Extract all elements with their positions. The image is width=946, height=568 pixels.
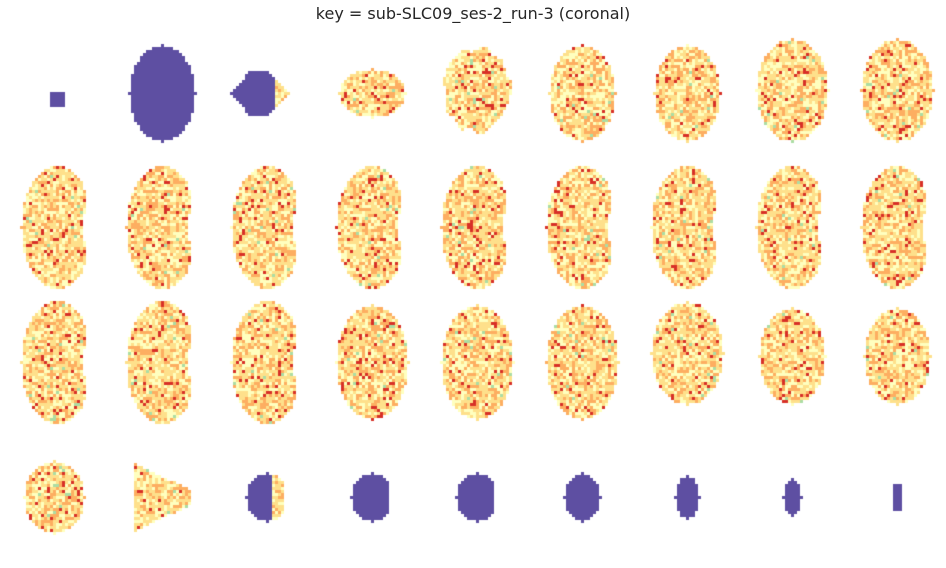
slice-image (740, 35, 845, 165)
slice-panel-14 (425, 163, 530, 293)
slice-panel-31 (320, 433, 425, 563)
slice-image (845, 298, 946, 428)
slice-image (110, 35, 215, 165)
slice-panel-18 (845, 163, 946, 293)
slice-image (320, 163, 425, 293)
slice-image (110, 163, 215, 293)
slice-panel-10 (5, 163, 110, 293)
slice-panel-27 (845, 298, 946, 428)
slice-image (740, 163, 845, 293)
slice-image (215, 35, 320, 165)
slice-image (530, 298, 635, 428)
slice-image (5, 35, 110, 165)
slice-panel-20 (110, 298, 215, 428)
slice-image (845, 433, 946, 563)
slice-image (320, 35, 425, 165)
slice-panel-8 (740, 35, 845, 165)
slice-panel-7 (635, 35, 740, 165)
slice-panel-22 (320, 298, 425, 428)
slice-panel-35 (740, 433, 845, 563)
slice-panel-24 (530, 298, 635, 428)
slice-image (635, 35, 740, 165)
slice-image (425, 433, 530, 563)
slice-panel-30 (215, 433, 320, 563)
slice-image (425, 35, 530, 165)
slice-panel-34 (635, 433, 740, 563)
slice-image (740, 433, 845, 563)
figure-title: key = sub-SLC09_ses-2_run-3 (coronal) (315, 4, 631, 23)
slice-image (5, 298, 110, 428)
slice-panel-6 (530, 35, 635, 165)
slice-image (215, 163, 320, 293)
slice-panel-29 (110, 433, 215, 563)
slice-image (425, 298, 530, 428)
slice-image (320, 433, 425, 563)
slice-image (5, 163, 110, 293)
slice-image (530, 433, 635, 563)
slice-panel-28 (5, 433, 110, 563)
slice-image (635, 163, 740, 293)
slice-panel-15 (530, 163, 635, 293)
slice-image (635, 433, 740, 563)
slice-panel-23 (425, 298, 530, 428)
slice-image (845, 35, 946, 165)
slice-image (530, 163, 635, 293)
slice-image (110, 433, 215, 563)
slice-image (530, 35, 635, 165)
slice-image (5, 433, 110, 563)
slice-panel-26 (740, 298, 845, 428)
slice-panel-21 (215, 298, 320, 428)
slice-panel-13 (320, 163, 425, 293)
slice-image (110, 298, 215, 428)
slice-panel-17 (740, 163, 845, 293)
slice-panel-19 (5, 298, 110, 428)
slice-panel-1 (5, 35, 110, 165)
slice-panel-2 (110, 35, 215, 165)
slice-panel-11 (110, 163, 215, 293)
slice-panel-12 (215, 163, 320, 293)
slice-panel-36 (845, 433, 946, 563)
slice-image (635, 298, 740, 428)
slice-image (425, 163, 530, 293)
slice-image (740, 298, 845, 428)
slice-panel-3 (215, 35, 320, 165)
slice-panel-33 (530, 433, 635, 563)
slice-image (215, 298, 320, 428)
slice-image (845, 163, 946, 293)
slice-panel-9 (845, 35, 946, 165)
slice-panel-32 (425, 433, 530, 563)
slice-panel-16 (635, 163, 740, 293)
slice-panel-5 (425, 35, 530, 165)
slice-panel-4 (320, 35, 425, 165)
slice-image (320, 298, 425, 428)
slice-image (215, 433, 320, 563)
slice-panel-25 (635, 298, 740, 428)
